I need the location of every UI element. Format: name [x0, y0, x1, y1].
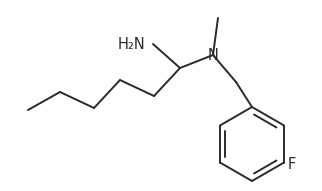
Text: H₂N: H₂N [117, 36, 145, 52]
Text: F: F [288, 157, 296, 172]
Text: N: N [208, 48, 218, 62]
